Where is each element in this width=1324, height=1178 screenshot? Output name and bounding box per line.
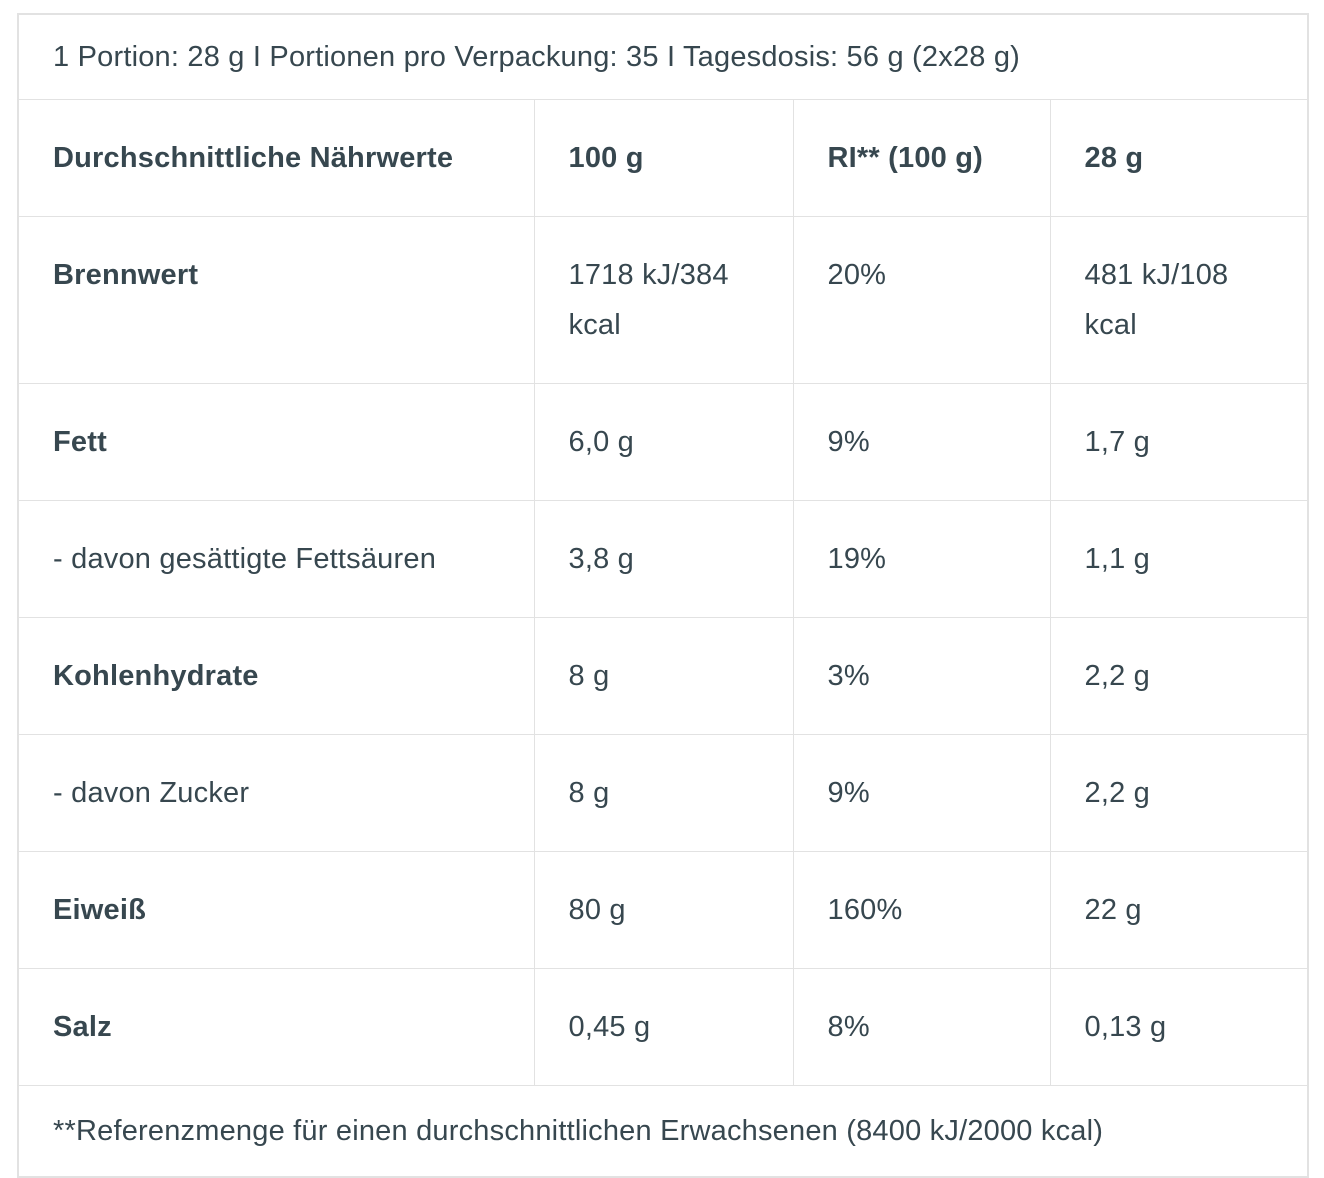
col-header-ri: RI** (100 g) — [792, 99, 1051, 217]
row-label: Eiweiß — [17, 851, 535, 969]
table-row-eiweiss: Eiweiß 80 g 160% 22 g — [17, 851, 1309, 969]
row-label: - davon Zucker — [17, 734, 535, 852]
col-header-per-28g: 28 g — [1049, 99, 1309, 217]
value-per-28g: 22 g — [1049, 851, 1309, 969]
table-row-zucker: - davon Zucker 8 g 9% 2,2 g — [17, 734, 1309, 852]
value-ri-percent: 9% — [792, 734, 1051, 852]
table-row-fett: Fett 6,0 g 9% 1,7 g — [17, 383, 1309, 501]
table-row-salz: Salz 0,45 g 8% 0,13 g — [17, 968, 1309, 1086]
value-ri-percent: 3% — [792, 617, 1051, 735]
value-per-28g: 2,2 g — [1049, 734, 1309, 852]
table-header-row: Durchschnittliche Nährwerte 100 g RI** (… — [17, 99, 1309, 217]
nutrition-table: 1 Portion: 28 g I Portionen pro Verpacku… — [17, 13, 1310, 1178]
value-per-28g: 2,2 g — [1049, 617, 1309, 735]
row-label: Brennwert — [17, 216, 535, 384]
col-header-nutrients: Durchschnittliche Nährwerte — [17, 99, 535, 217]
row-label: Fett — [17, 383, 535, 501]
value-per-100g: 3,8 g — [533, 500, 794, 618]
value-ri-percent: 19% — [792, 500, 1051, 618]
table-row-gesaettigte-fettsaeuren: - davon gesättigte Fettsäuren 3,8 g 19% … — [17, 500, 1309, 618]
value-ri-percent: 9% — [792, 383, 1051, 501]
value-ri-percent: 8% — [792, 968, 1051, 1086]
value-per-100g: 8 g — [533, 617, 794, 735]
row-label: - davon gesättigte Fettsäuren — [17, 500, 535, 618]
value-ri-percent: 20% — [792, 216, 1051, 384]
value-per-100g: 8 g — [533, 734, 794, 852]
table-row-brennwert: Brennwert 1718 kJ/384 kcal 20% 481 kJ/10… — [17, 216, 1309, 384]
serving-info-text: 1 Portion: 28 g I Portionen pro Verpacku… — [17, 13, 1309, 100]
value-per-28g: 0,13 g — [1049, 968, 1309, 1086]
value-per-100g: 80 g — [533, 851, 794, 969]
value-ri-percent: 160% — [792, 851, 1051, 969]
value-per-100g: 1718 kJ/384 kcal — [533, 216, 794, 384]
footnote-row: **Referenzmenge für einen durchschnittli… — [17, 1085, 1309, 1178]
value-per-100g: 6,0 g — [533, 383, 794, 501]
row-label: Salz — [17, 968, 535, 1086]
reference-footnote-text: **Referenzmenge für einen durchschnittli… — [17, 1085, 1309, 1178]
value-per-28g: 1,7 g — [1049, 383, 1309, 501]
col-header-per-100g: 100 g — [533, 99, 794, 217]
serving-info-row: 1 Portion: 28 g I Portionen pro Verpacku… — [17, 13, 1309, 100]
value-per-28g: 481 kJ/108 kcal — [1049, 216, 1309, 384]
table-row-kohlenhydrate: Kohlenhydrate 8 g 3% 2,2 g — [17, 617, 1309, 735]
value-per-100g: 0,45 g — [533, 968, 794, 1086]
value-per-28g: 1,1 g — [1049, 500, 1309, 618]
row-label: Kohlenhydrate — [17, 617, 535, 735]
